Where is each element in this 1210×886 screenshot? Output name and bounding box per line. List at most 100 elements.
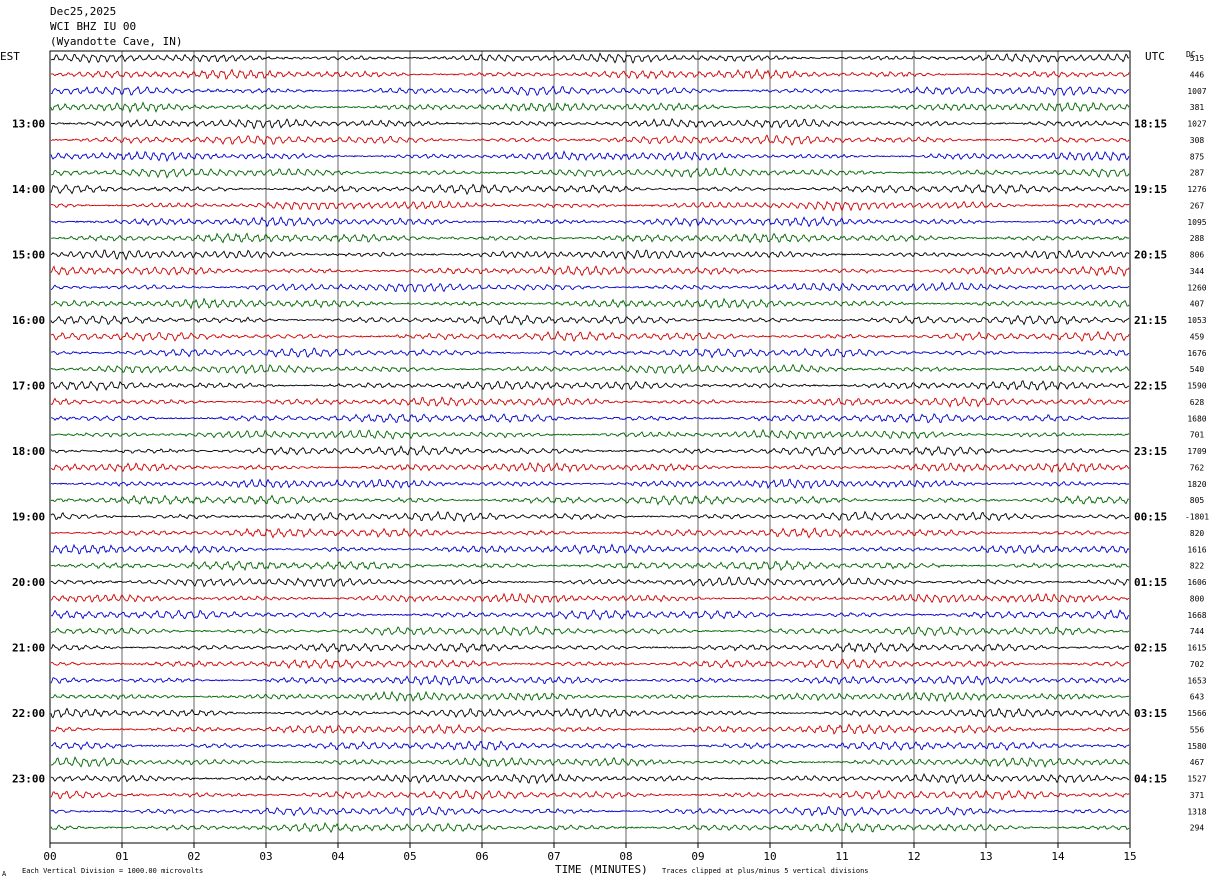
left-hour-label: 20:00 [12,576,45,589]
right-hour-label: 02:15 [1134,642,1167,655]
left-hour-label: 14:00 [12,183,45,196]
seismic-trace [50,134,1130,146]
seismic-trace [50,658,1130,670]
x-tick-label: 10 [763,850,776,863]
dc-offset-value: 744 [1190,627,1205,636]
dc-offset-value: 459 [1190,332,1205,341]
x-tick-label: 04 [331,850,345,863]
seismic-trace [50,576,1130,588]
seismic-trace [50,68,1130,80]
dc-offset-value: 1318 [1187,807,1206,816]
x-tick-label: 13 [979,850,992,863]
x-tick-label: 14 [1051,850,1065,863]
dc-offset-value: 371 [1190,791,1205,800]
seismic-trace [50,281,1130,293]
seismic-trace [50,150,1130,163]
dc-offset-value: 344 [1190,267,1205,276]
x-tick-label: 05 [403,850,416,863]
seismic-trace [51,232,1130,244]
x-tick-label: 12 [907,850,920,863]
right-timezone-label: UTC [1145,50,1165,63]
scale-note: Each Vertical Division = 1000.00 microvo… [22,867,204,875]
seismic-trace [50,789,1130,801]
seismic-trace [50,510,1130,523]
clip-note: Traces clipped at plus/minus 5 vertical … [662,867,869,875]
seismic-trace [50,625,1130,637]
right-hour-label: 20:15 [1134,249,1167,262]
dc-offset-value: 701 [1190,431,1205,440]
seismic-trace [50,478,1130,490]
dc-offset-value: 1676 [1187,349,1206,358]
seismic-trace [50,428,1130,440]
x-tick-label: 03 [259,850,272,863]
right-hour-label: 22:15 [1134,380,1167,393]
x-tick-label: 08 [619,850,632,863]
seismic-trace [50,609,1130,621]
x-axis-title: TIME (MINUTES) [555,863,648,876]
dc-offset-value: 806 [1190,251,1205,260]
right-hour-label: 00:15 [1134,511,1167,524]
left-hour-label: 15:00 [12,249,45,262]
seismic-trace [50,380,1130,392]
seismic-trace [50,249,1130,261]
seismic-trace [50,363,1130,375]
left-hour-label: 16:00 [12,314,45,327]
dc-offset-value: 822 [1190,562,1205,571]
seismic-trace [50,773,1130,785]
plot-frame [49,50,1131,844]
dc-offset-value: 1527 [1187,775,1206,784]
dc-offset-value: 628 [1190,398,1205,407]
left-hour-label: 23:00 [12,773,45,786]
dc-offset-value: 820 [1190,529,1205,538]
seismic-trace [50,445,1130,457]
right-hour-label: 01:15 [1134,576,1167,589]
dc-offset-value: -1801 [1185,513,1209,522]
seismic-trace [50,101,1130,114]
seismic-trace [50,297,1130,310]
x-tick-label: 01 [115,850,128,863]
seismic-trace [50,85,1130,97]
right-hour-label: 19:15 [1134,183,1167,196]
dc-offset-value: 1653 [1187,676,1206,685]
right-hour-label: 04:15 [1134,773,1167,786]
dc-offset-value: 1680 [1187,414,1206,423]
seismic-trace [50,642,1130,654]
x-tick-label: 06 [475,850,488,863]
seismic-trace [50,330,1130,342]
seismic-trace [50,117,1130,130]
station-code: WCI BHZ IU 00 [50,20,137,33]
left-hour-label: 13:00 [12,118,45,131]
station-location: (Wyandotte Cave, IN) [50,35,183,48]
dc-offset-value: 267 [1190,201,1205,210]
dc-offset-value: 643 [1190,693,1205,702]
dc-offset-value: 1615 [1187,644,1206,653]
x-tick-label: 11 [835,850,848,863]
dc-offset-value: 1709 [1187,447,1206,456]
seismic-trace [50,821,1130,834]
seismic-trace [50,183,1130,196]
dc-offset-value: 407 [1190,300,1205,309]
seismic-trace [50,740,1130,752]
dc-offset-value: 1616 [1187,545,1206,554]
left-hour-label: 22:00 [12,707,45,720]
seismic-trace [50,756,1130,768]
left-hour-label: 17:00 [12,380,45,393]
dc-offset-value: 556 [1190,725,1205,734]
dc-offset-value: 1007 [1187,87,1206,96]
seismic-trace [50,314,1130,326]
plot-date: Dec25,2025 [50,5,117,18]
seismic-trace [50,461,1130,474]
x-tick-label: 00 [43,850,56,863]
dc-offset-value: 1590 [1187,382,1206,391]
x-tick-label: 15 [1123,850,1136,863]
dc-offset-value: 1820 [1187,480,1206,489]
dc-offset-value: 702 [1190,660,1205,669]
dc-offset-value: 467 [1190,758,1205,767]
dc-offset-value: 1276 [1187,185,1206,194]
dc-offset-value: 1566 [1187,709,1206,718]
seismic-trace [50,674,1130,686]
seismic-trace [50,265,1130,278]
x-tick-label: 07 [547,850,560,863]
left-hour-label: 18:00 [12,445,45,458]
x-tick-label: 09 [691,850,704,863]
